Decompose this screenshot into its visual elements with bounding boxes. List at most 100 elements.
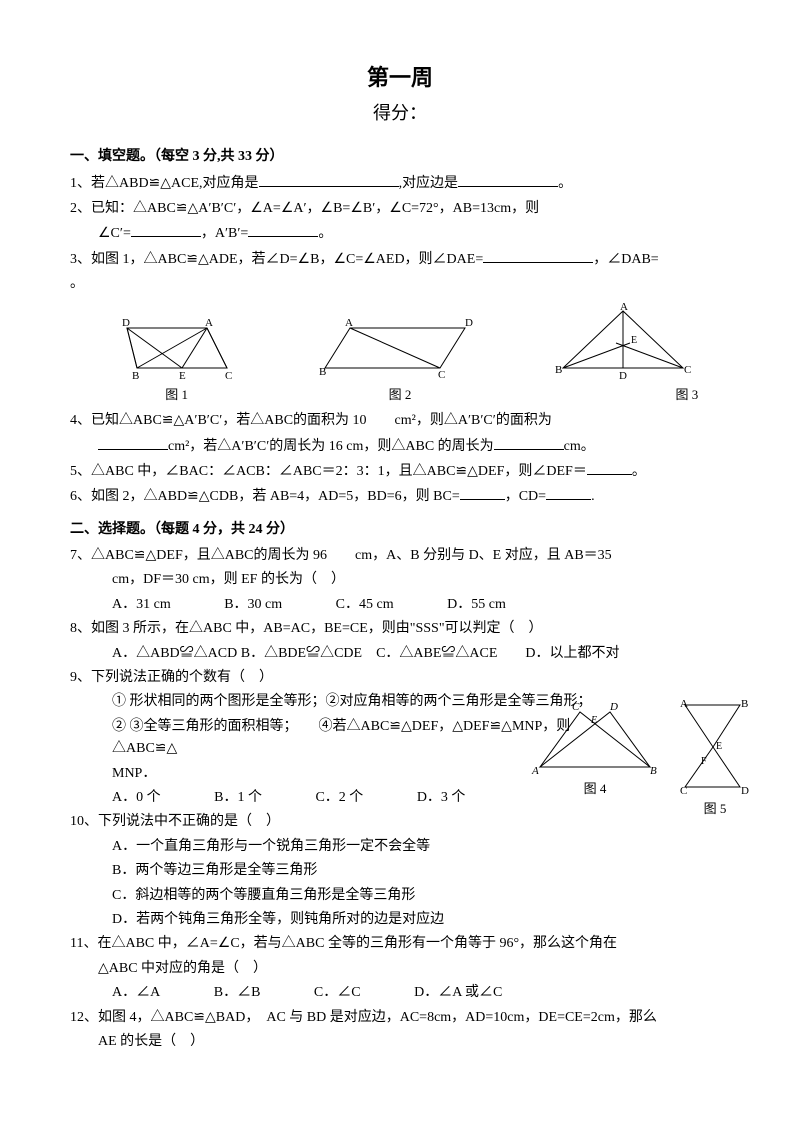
q1: 1、若△ABD≌△ACE,对应角是,对应边是。 <box>70 172 730 195</box>
q8-text-a: 8、如图 3 所示，在△ABC 中，AB=AC，BE=CE，则由"SSS"可以判… <box>70 621 543 636</box>
svg-text:D: D <box>619 370 627 382</box>
q12-line2: AE 的长是（ ） <box>70 1031 730 1053</box>
q4-text-a: 4、已知△ABC≌△A′B′C′，若△ABC的面积为 10 cm²，则△A′B′… <box>70 413 552 428</box>
blank <box>483 248 593 263</box>
svg-text:F: F <box>701 756 707 767</box>
q11-line2: △ABC 中对应的角是（ ） <box>70 958 730 980</box>
svg-text:C: C <box>572 701 580 713</box>
svg-text:C: C <box>684 364 691 376</box>
figures-row-1: D A B E C 图 1 A D B C 图 2 <box>70 303 730 406</box>
q6-text-c: . <box>591 489 595 504</box>
q8-line2: A．△ABD≌△ACD B．△BDE≌△CDE C．△ABE≌△ACE D．以上… <box>70 643 730 665</box>
q5-text-b: 。 <box>632 464 646 479</box>
svg-text:E: E <box>716 741 722 752</box>
q12-text-a: 12、如图 4，△ABC≌△BAD， AC 与 BD 是对应边，AC=8cm，A… <box>70 1010 657 1025</box>
q9-opt-a: A．0 个 <box>112 787 161 809</box>
q5-text-a: 5、△ABC 中，∠BAC：∠ACB：∠ABC＝2：3：1，且△ABC≌△DEF… <box>70 464 587 479</box>
blank <box>98 435 168 450</box>
figure-1: D A B E C 图 1 <box>102 313 252 406</box>
q4: 4、已知△ABC≌△A′B′C′，若△ABC的面积为 10 cm²，则△A′B′… <box>70 410 730 432</box>
svg-text:B: B <box>650 765 657 777</box>
q7: 7、△ABC≌△DEF，且△ABC的周长为 96 cm，A、B 分别与 D、E … <box>70 545 730 567</box>
blank <box>131 222 201 237</box>
fig4-label: 图 4 <box>530 779 660 800</box>
svg-text:D: D <box>122 317 130 329</box>
q9-opt-d: D．3 个 <box>417 787 466 809</box>
q12: 12、如图 4，△ABC≌△BAD， AC 与 BD 是对应边，AC=8cm，A… <box>70 1007 730 1029</box>
page-title: 第一周 <box>70 60 730 95</box>
q10-text-a: 10、下列说法中不正确的是（ ） <box>70 814 280 829</box>
blank <box>494 435 564 450</box>
q7-text-a: 7、△ABC≌△DEF，且△ABC的周长为 96 cm，A、B 分别与 D、E … <box>70 548 612 563</box>
q2-line2: ∠C′=，A′B′=。 <box>70 222 730 245</box>
svg-text:E: E <box>631 335 637 346</box>
svg-text:A: A <box>205 317 213 329</box>
q6-text-b: ，CD= <box>505 489 546 504</box>
q1-text-b: ,对应边是 <box>399 176 459 191</box>
q4-text-c: cm。 <box>564 439 595 454</box>
section2-header: 二、选择题。（每题 4 分，共 24 分） <box>70 519 730 541</box>
svg-text:E: E <box>590 715 597 726</box>
q9-opt-c: C．2 个 <box>315 787 363 809</box>
q3-line2: 。 <box>70 273 730 295</box>
q9-text-a: 9、下列说法正确的个数有（ ） <box>70 670 273 685</box>
q12-text-b: AE 的长是（ ） <box>98 1034 204 1049</box>
blank <box>259 172 399 187</box>
q3-text-a: 3、如图 1，△ABC≌△ADE，若∠D=∠B，∠C=∠AED，则∠DAE= <box>70 252 483 267</box>
fig5-label: 图 5 <box>680 799 750 820</box>
q10-b-text: B．两个等边三角形是全等三角形 <box>112 863 317 878</box>
q7-text-b: cm，DF＝30 cm，则 EF 的长为（ ） <box>112 572 345 587</box>
score-line: 得分： <box>70 99 730 128</box>
q11-options: A．∠A B．∠B C．∠C D．∠A 或∠C <box>70 982 730 1004</box>
q11-text-b: △ABC 中对应的角是（ ） <box>98 961 267 976</box>
figure-3: A E B D C 图 3 <box>548 303 698 406</box>
svg-text:D: D <box>465 317 473 329</box>
q8: 8、如图 3 所示，在△ABC 中，AB=AC，BE=CE，则由"SSS"可以判… <box>70 618 730 640</box>
right-figures: C D E A B 图 4 A B E F C D 图 5 <box>530 697 750 820</box>
svg-text:E: E <box>179 370 186 382</box>
svg-text:D: D <box>609 701 618 713</box>
q3: 3、如图 1，△ABC≌△ADE，若∠D=∠B，∠C=∠AED，则∠DAE= ，∠… <box>70 248 730 271</box>
svg-text:A: A <box>680 698 688 710</box>
blank <box>546 485 591 500</box>
fig2-label: 图 2 <box>315 385 485 406</box>
q11-text-a: 11、在△ABC 中，∠A=∠C，若与△ABC 全等的三角形有一个角等于 96°… <box>70 936 617 951</box>
q9-text-3: MNP． <box>112 766 156 781</box>
svg-text:C: C <box>225 370 232 382</box>
q7-opt-b: B．30 cm <box>224 594 282 616</box>
blank <box>460 485 505 500</box>
q5: 5、△ABC 中，∠BAC：∠ACB：∠ABC＝2：3：1，且△ABC≌△DEF… <box>70 460 730 483</box>
q1-text-a: 1、若△ABD≌△ACE,对应角是 <box>70 176 259 191</box>
q9-text-2: ② ③全等三角形的面积相等； ④若△ABC≌△DEF，△DEF≌△MNP，则△A… <box>112 719 570 756</box>
q11-opt-d: D．∠A 或∠C <box>414 982 502 1004</box>
svg-text:A: A <box>620 303 628 313</box>
q2: 2、已知：△ABC≌△A′B′C′，∠A=∠A′，∠B=∠B′，∠C=72°，A… <box>70 198 730 220</box>
svg-text:B: B <box>741 698 748 710</box>
q7-line2: cm，DF＝30 cm，则 EF 的长为（ ） <box>70 569 730 591</box>
q10-d-text: D．若两个钝角三角形全等，则钝角所对的边是对应边 <box>112 912 444 927</box>
q10-opt-b: B．两个等边三角形是全等三角形 <box>70 860 730 882</box>
svg-text:B: B <box>555 364 562 376</box>
q2-text-a: 2、已知：△ABC≌△A′B′C′，∠A=∠A′，∠B=∠B′，∠C=72°，A… <box>70 201 539 216</box>
svg-text:C: C <box>438 369 445 381</box>
fig3-label: 图 3 <box>548 385 698 406</box>
svg-text:B: B <box>132 370 139 382</box>
figure-4: C D E A B 图 4 <box>530 697 660 820</box>
blank <box>587 460 632 475</box>
q4-line2: cm²，若△A′B′C′的周长为 16 cm，则△ABC 的周长为cm。 <box>70 435 730 458</box>
q9-opt-b: B．1 个 <box>214 787 262 809</box>
q10-c-text: C．斜边相等的两个等腰直角三角形是全等三角形 <box>112 888 415 903</box>
q2-text-c: ，A′B′= <box>201 226 248 241</box>
q9-text-1: ① 形状相同的两个图形是全等形；②对应角相等的两个三角形是全等三角形； <box>112 694 592 709</box>
svg-text:C: C <box>680 785 687 797</box>
blank <box>458 172 558 187</box>
q7-opt-c: C．45 cm <box>336 594 394 616</box>
section1-header: 一、填空题。（每空 3 分,共 33 分） <box>70 146 730 168</box>
q3-text-b: ，∠DAB= <box>593 252 658 267</box>
q6-text-a: 6、如图 2，△ABD≌△CDB，若 AB=4，AD=5，BD=6，则 BC= <box>70 489 460 504</box>
q7-opt-d: D．55 cm <box>447 594 506 616</box>
q3-text-c: 。 <box>70 276 84 291</box>
q10-opt-d: D．若两个钝角三角形全等，则钝角所对的边是对应边 <box>70 909 730 931</box>
q7-options: A．31 cm B．30 cm C．45 cm D．55 cm <box>70 594 730 616</box>
q7-opt-a: A．31 cm <box>112 594 171 616</box>
